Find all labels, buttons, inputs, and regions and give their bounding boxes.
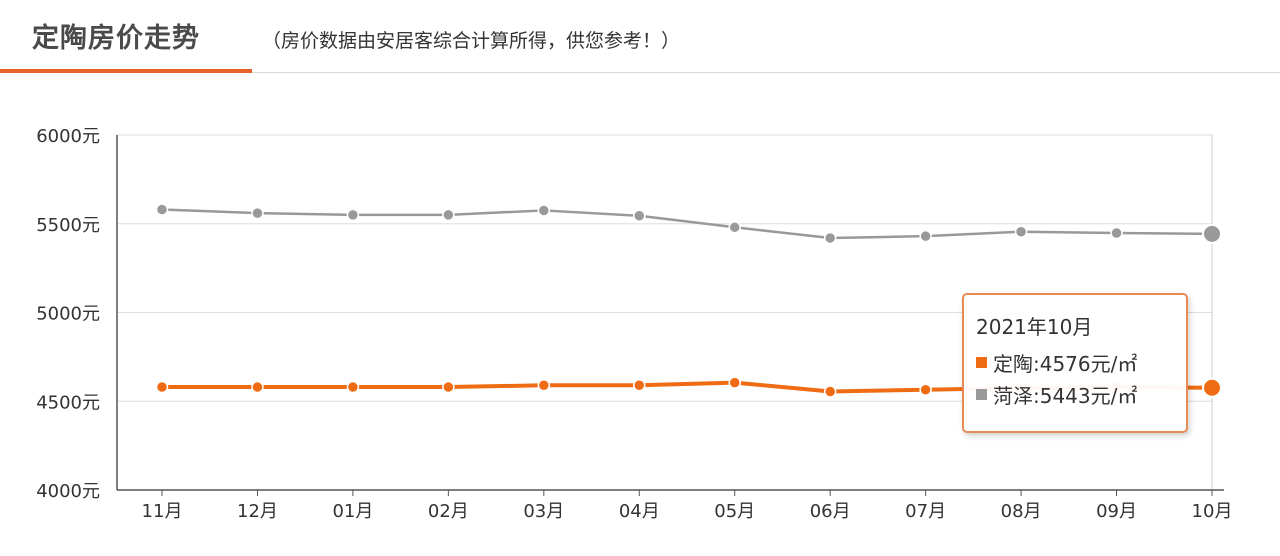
data-point-dingtao	[823, 385, 837, 398]
tooltip-value-dingtao: 定陶:4576元/㎡	[993, 351, 1138, 376]
chart-title: 定陶房价走势	[32, 23, 200, 54]
tooltip-swatch-heze	[976, 388, 987, 400]
x-tick-label: 03月	[523, 501, 564, 522]
x-tick-label: 09月	[1096, 501, 1137, 522]
x-tick-label: 05月	[714, 501, 755, 522]
tooltip-row-heze: 菏泽:5443元/㎡	[976, 378, 1174, 410]
data-point-dingtao	[155, 380, 169, 394]
x-tick-label: 02月	[428, 501, 469, 522]
tooltip-value-heze: 菏泽:5443元/㎡	[993, 383, 1138, 408]
data-point-heze	[537, 204, 551, 217]
data-point-dingtao	[1202, 377, 1222, 398]
data-point-heze	[1014, 225, 1028, 238]
data-point-dingtao	[919, 383, 932, 396]
y-tick-label: 4000元	[36, 481, 100, 502]
x-tick-label: 12月	[237, 501, 278, 522]
data-point-heze	[1202, 223, 1222, 244]
y-tick-label: 5500元	[36, 215, 100, 236]
tooltip-swatch-dingtao	[976, 356, 987, 368]
data-point-heze	[728, 221, 741, 234]
data-point-heze	[251, 206, 264, 220]
data-point-heze	[155, 203, 169, 216]
data-point-heze	[919, 229, 932, 243]
data-point-heze	[633, 209, 646, 223]
x-tick-label: 01月	[332, 501, 373, 522]
data-point-heze	[1110, 226, 1123, 240]
x-tick-label: 08月	[1001, 501, 1042, 522]
data-point-heze	[823, 231, 837, 245]
data-point-dingtao	[346, 380, 360, 394]
tooltip-row-dingtao: 定陶:4576元/㎡	[976, 346, 1174, 378]
y-tick-label: 5000元	[36, 304, 100, 325]
chart-subtitle: （房价数据由安居客综合计算所得，供您参考！）	[262, 30, 681, 52]
data-point-dingtao	[728, 376, 741, 389]
data-tooltip: 2021年10月 定陶:4576元/㎡ 菏泽:5443元/㎡	[962, 293, 1188, 433]
x-tick-label: 07月	[905, 501, 946, 522]
series-line-heze	[161, 208, 1213, 240]
tooltip-title: 2021年10月	[976, 315, 1093, 339]
x-tick-label: 06月	[810, 501, 851, 522]
data-point-dingtao	[537, 379, 551, 392]
y-tick-label: 4500元	[36, 392, 100, 413]
x-tick-label: 11月	[142, 501, 183, 522]
y-tick-label: 6000元	[36, 126, 100, 147]
header-bar: 定陶房价走势 （房价数据由安居客综合计算所得，供您参考！）	[0, 0, 1280, 73]
data-point-heze	[442, 208, 455, 222]
data-point-dingtao	[633, 379, 646, 392]
data-point-dingtao	[251, 380, 264, 394]
title-underline	[0, 69, 252, 73]
x-tick-label: 10月	[1192, 501, 1233, 522]
x-tick-label: 04月	[619, 501, 660, 522]
data-point-dingtao	[442, 380, 455, 394]
data-point-heze	[346, 208, 360, 222]
